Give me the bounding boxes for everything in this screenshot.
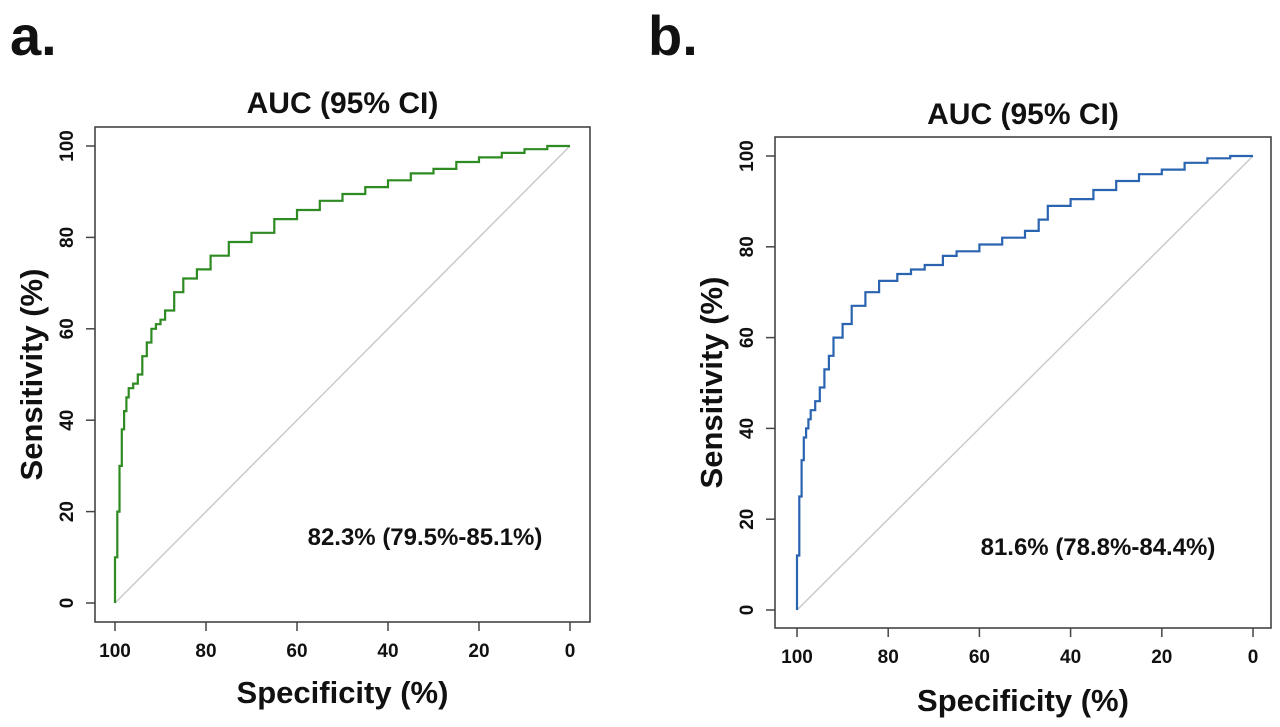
panel-b-y-tick-label: 60 bbox=[737, 327, 758, 348]
panel-b-y-tick-label: 40 bbox=[737, 418, 758, 439]
panel-a-y-tick-label: 60 bbox=[57, 318, 78, 339]
panel-a-letter: a. bbox=[10, 4, 57, 67]
panel-b-reference-diagonal bbox=[796, 155, 1254, 611]
panel-a-reference-diagonal bbox=[114, 145, 571, 604]
panel-a-chart: 100 80 60 40 20 0 0 20 40 60 80 100 AUC (95% CI) Spec… bbox=[14, 87, 591, 710]
panel-b-y-axis-label: Sensitivity (%) bbox=[694, 277, 729, 489]
panel-a-x-tick-label: 40 bbox=[377, 641, 398, 662]
panel-b-chart: 100 80 60 40 20 0 0 20 40 60 80 100 AUC (95% CI) Spec… bbox=[694, 98, 1272, 718]
panel-b-y-tick-label: 20 bbox=[737, 509, 758, 530]
panel-a-y-tick-label: 20 bbox=[57, 501, 78, 522]
panel-b-x-axis-label: Specificity (%) bbox=[917, 683, 1129, 718]
panel-b-x-tick-label: 20 bbox=[1151, 647, 1172, 668]
panel-b-y-tick-label: 80 bbox=[737, 236, 758, 257]
panel-a-x-tick-label: 20 bbox=[468, 641, 489, 662]
panel-a-title: AUC (95% CI) bbox=[247, 87, 439, 120]
panel-b-x-tick-label: 0 bbox=[1248, 647, 1259, 668]
panel-b-y-tick-label: 100 bbox=[737, 140, 758, 172]
panel-a-auc-annotation: 82.3% (79.5%-85.1%) bbox=[308, 524, 543, 551]
panel-a-roc-curve bbox=[113, 144, 570, 603]
panel-a-y-tick-label: 80 bbox=[57, 227, 78, 248]
panel-b-x-tick-label: 100 bbox=[781, 647, 813, 668]
panel-a-y-axis-label: Sensitivity (%) bbox=[14, 269, 49, 481]
panel-b-y-tick-label: 0 bbox=[737, 605, 758, 616]
panel-a-x-tick-label: 100 bbox=[99, 641, 131, 662]
panel-b-roc-curve bbox=[795, 154, 1253, 610]
panel-a-x-tick-label: 80 bbox=[195, 641, 216, 662]
panel-a-y-tick-label: 100 bbox=[57, 130, 78, 162]
panel-a-x-tick-label: 60 bbox=[286, 641, 307, 662]
panel-b-x-tick-label: 60 bbox=[969, 647, 990, 668]
panel-a-x-axis-label: Specificity (%) bbox=[237, 675, 449, 710]
panel-a-y-tick-label: 40 bbox=[57, 410, 78, 431]
panel-b-x-tick-label: 80 bbox=[878, 647, 899, 668]
panel-b-auc-annotation: 81.6% (78.8%-84.4%) bbox=[981, 534, 1216, 561]
panel-a-x-tick-label: 0 bbox=[565, 641, 576, 662]
panel-a-plot-frame bbox=[94, 126, 591, 623]
panel-a-y-tick-label: 0 bbox=[57, 598, 78, 609]
panel-b-x-tick-label: 40 bbox=[1060, 647, 1081, 668]
panel-b-plot-frame bbox=[774, 136, 1272, 629]
panel-b-letter: b. bbox=[648, 4, 698, 67]
panel-b-title: AUC (95% CI) bbox=[927, 98, 1119, 131]
